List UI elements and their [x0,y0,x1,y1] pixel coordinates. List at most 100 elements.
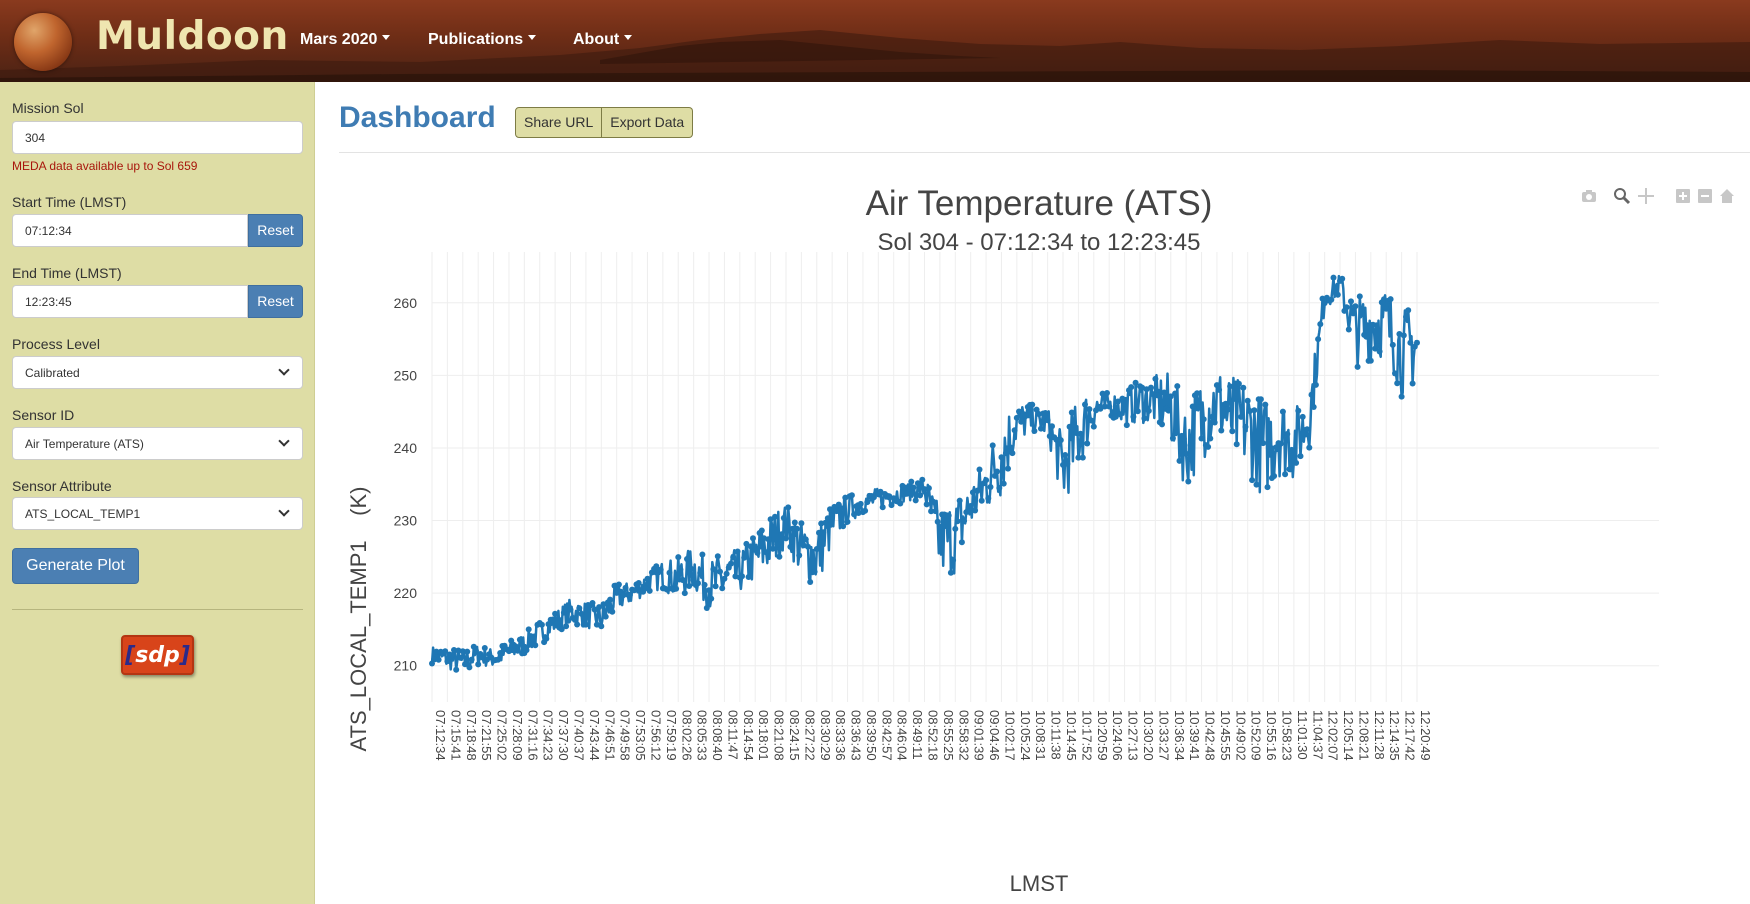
y-tick-label: 250 [394,367,418,383]
data-point [453,666,460,673]
data-point [591,606,598,613]
x-tick-label: 08:55:25 [941,710,956,761]
data-point [1334,291,1341,298]
data-point [1077,430,1084,437]
mission-sol-input[interactable]: 304 [12,121,303,154]
data-point [864,499,871,506]
data-point [1282,471,1289,478]
data-point [769,545,776,552]
x-tick-label: 08:02:26 [679,710,694,761]
data-point [1354,363,1361,370]
data-point [1392,370,1398,377]
data-point [1042,410,1049,416]
data-point [791,519,798,526]
x-tick-label: 12:14:35 [1387,710,1402,761]
pan-icon[interactable] [1638,188,1654,204]
data-point [512,643,519,650]
plot-modebar [1582,188,1734,205]
data-point [908,478,915,485]
x-tick-label: 07:15:41 [448,710,463,761]
data-point [1308,391,1315,398]
nav-publications[interactable]: Publications [428,31,537,49]
y-tick-label: 210 [394,658,418,674]
sensor-attribute-select[interactable]: ATS_LOCAL_TEMP1 [12,497,303,530]
x-tick-label: 12:02:07 [1326,710,1341,761]
data-point [615,581,622,588]
x-tick-label: 08:36:43 [849,710,864,761]
data-point [1099,390,1106,397]
data-point [967,503,974,509]
data-point [914,480,921,487]
data-point [714,553,721,560]
mars-planet-logo[interactable] [14,13,72,71]
data-point [844,518,851,525]
data-point [1035,411,1042,417]
end-time-input[interactable]: 12:23:45 [12,285,248,318]
data-point [598,623,605,630]
x-tick-label: 08:14:54 [741,710,756,761]
data-point [1159,421,1165,428]
start-time-reset-button[interactable]: Reset [248,214,303,247]
data-point [910,484,917,491]
sensor-id-value: Air Temperature (ATS) [25,437,144,451]
x-tick-label: 07:37:30 [556,710,571,761]
data-point [728,560,734,567]
share-url-button[interactable]: Share URL [515,107,603,138]
nav-mars2020[interactable]: Mars 2020 [300,31,391,49]
data-point [1165,407,1172,414]
start-time-input[interactable]: 07:12:34 [12,214,248,247]
data-point [1328,296,1335,303]
end-time-reset-button[interactable]: Reset [248,285,303,318]
chevron-down-icon [278,435,290,447]
nav-about[interactable]: About [573,31,633,49]
data-point [923,501,930,508]
data-point [565,617,572,624]
data-point [1277,440,1284,447]
data-point [622,584,629,591]
generate-plot-button[interactable]: Generate Plot [12,548,139,584]
zoom-out-icon[interactable] [1698,189,1712,203]
sensor-id-select[interactable]: Air Temperature (ATS) [12,427,303,460]
data-point [1400,332,1407,339]
home-icon[interactable] [1720,189,1734,203]
data-point [695,580,701,587]
x-tick-label: 08:33:36 [833,710,848,761]
x-tick-label: 08:46:04 [895,710,910,761]
process-level-select[interactable]: Calibrated [12,356,303,389]
data-point [466,664,473,671]
meda-availability-note: MEDA data available up to Sol 659 [12,159,198,173]
data-point [1297,453,1304,460]
data-point [1222,400,1229,407]
data-point [1062,452,1069,458]
data-point [706,587,712,594]
x-tick-label: 08:24:15 [787,710,802,761]
x-tick-label: 07:18:48 [464,710,479,761]
data-point [1345,326,1352,333]
sdp-logo[interactable]: [sdp] [121,635,194,675]
data-point [1216,386,1223,393]
data-point [1106,403,1113,410]
data-point [1174,383,1181,390]
data-point [820,529,827,536]
data-point [1279,408,1286,415]
data-point [767,516,774,523]
brand-title[interactable]: Muldoon [96,14,289,59]
data-point [1115,398,1121,405]
data-point [1209,413,1216,420]
data-point [1071,421,1077,428]
y-tick-label: 230 [394,513,418,529]
data-point [679,577,686,583]
data-point [1235,380,1242,387]
x-tick-label: 09:04:46 [987,710,1002,761]
chart-title: Air Temperature (ATS) [866,184,1213,223]
data-point [1029,401,1036,408]
export-data-button[interactable]: Export Data [602,107,694,138]
zoom-icon[interactable] [1614,188,1631,205]
data-point [666,569,673,576]
x-tick-label: 10:27:13 [1126,710,1141,761]
data-point [758,527,765,534]
camera-icon[interactable] [1582,190,1596,202]
zoom-in-icon[interactable] [1676,189,1690,203]
data-point [1187,442,1194,449]
x-tick-label: 08:58:32 [956,710,971,761]
